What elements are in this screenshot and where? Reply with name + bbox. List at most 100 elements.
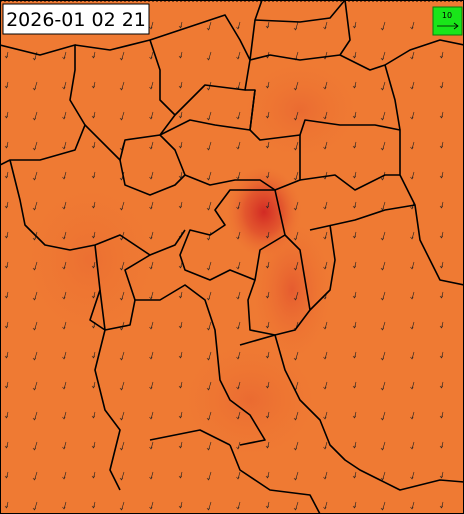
wind-arrow [32,141,38,151]
wind-arrow [380,321,386,331]
wind-arrow [439,441,444,449]
wind-arrow [32,351,38,361]
wind-arrow [119,471,125,481]
wind-arrow [323,141,328,150]
wind-arrow [352,261,357,269]
wind-arrow [32,291,38,301]
wind-arrow [439,321,444,329]
wind-arrow [265,441,270,449]
wind-arrow [178,201,183,209]
wind-arrow [439,261,444,269]
wind-arrow [410,291,415,300]
wind-arrow [178,111,183,119]
wind-arrow [293,291,299,301]
wind-arrow [62,201,67,210]
wind-arrow [119,111,125,121]
wind-arrow [236,201,241,210]
wind-arrow [439,111,444,119]
wind-arrow [352,81,357,89]
wind-arrow [119,291,125,301]
wind-arrow [236,321,241,330]
wind-arrow [352,351,357,359]
wind-arrow [236,261,241,270]
wind-arrow [352,411,357,419]
wind-arrow [178,321,183,329]
wind-arrow [91,501,96,509]
wind-arrow [206,201,212,211]
wind-arrow [178,21,183,29]
wind-arrow [206,321,212,331]
wind-arrow [352,21,357,29]
boundary [149,429,231,446]
wind-arrow [4,111,9,119]
wind-arrow [293,261,299,271]
wind-arrow [352,201,357,209]
wind-arrow [178,381,183,389]
wind-arrow [4,321,9,329]
timestamp: 2026-01 02 21 [6,9,146,31]
wind-arrow [32,441,38,451]
wind-arrow [4,441,9,449]
wind-arrow [149,381,154,390]
wind-arrow [4,381,9,389]
wind-arrow [62,141,67,150]
legend-arrow [437,22,459,30]
wind-arrow [352,231,357,239]
wind-arrow [236,141,241,150]
wind-arrow [265,501,270,509]
wind-arrow [293,411,299,421]
wind-arrow [410,231,415,240]
wind-arrow [62,351,67,360]
wind-arrow [4,411,9,419]
wind-arrow [32,411,38,421]
wind-arrow [293,351,299,361]
wind-arrow [149,261,154,270]
wind-arrow [323,411,328,420]
wind-arrow [323,231,328,240]
wind-arrow [178,291,183,299]
boundary [384,64,401,131]
wind-arrow [32,81,38,91]
wind-arrow [91,171,96,179]
wind-arrow [4,81,9,89]
wind-arrow [206,411,212,421]
wind-arrow [149,441,154,450]
wind-arrow [265,141,270,149]
wind-arrow [178,141,183,149]
wind-arrow [149,21,154,30]
wind-arrow [32,261,38,271]
wind-arrow [380,351,386,361]
wind-arrow [119,351,125,361]
wind-arrow [352,291,357,299]
wind-arrow [236,501,241,510]
wind-arrow [265,411,270,419]
boundary [74,39,176,161]
wind-arrow [380,51,386,61]
wind-arrow [91,351,96,359]
wind-arrow [149,471,154,480]
wind-arrow [4,501,9,509]
wind-arrow [293,171,299,181]
wind-arrow [439,141,444,149]
wind-arrow [62,81,67,90]
wind-arrow [380,111,386,121]
wind-arrow [293,441,299,451]
wind-arrow [32,111,38,121]
wind-arrow [265,111,270,119]
wind-arrow [352,381,357,389]
wind-arrow [149,351,154,360]
boundary [9,159,186,256]
boundary [159,89,256,136]
wind-arrow [62,171,67,180]
wind-arrow [149,321,154,330]
wind-arrow [410,21,415,30]
wind-arrow [4,51,9,59]
wind-arrow [178,441,183,449]
wind-arrow [439,471,444,479]
wind-arrow [380,261,386,271]
wind-arrow [62,321,67,330]
wind-arrow [439,501,444,509]
wind-arrow [32,321,38,331]
wind-arrow [352,321,357,329]
wind-arrow [293,471,299,481]
